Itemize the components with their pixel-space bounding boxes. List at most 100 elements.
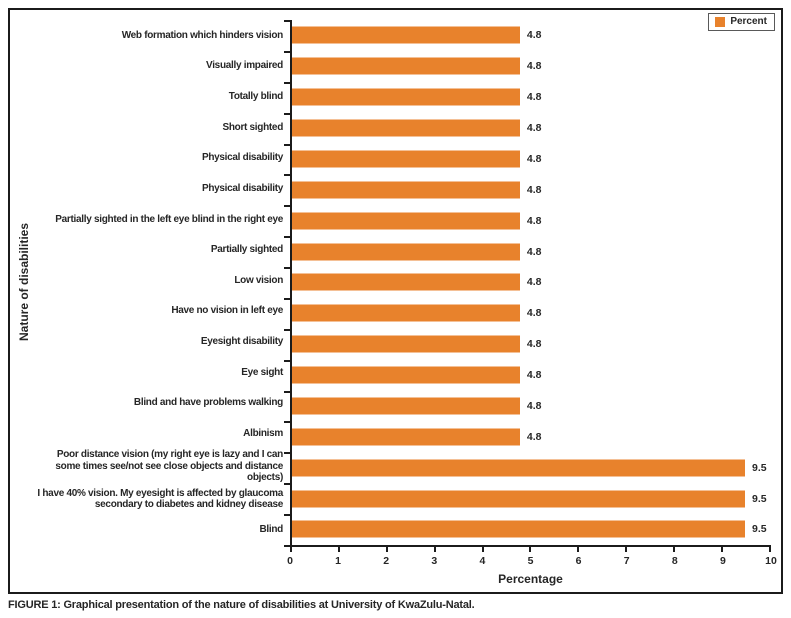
bar-row: 4.8	[290, 421, 769, 452]
value-label: 4.8	[526, 369, 542, 382]
y-axis-line	[290, 20, 292, 547]
legend-swatch-icon	[715, 17, 726, 27]
bar-row: 4.8	[290, 20, 769, 51]
x-tick	[673, 546, 676, 552]
bar	[290, 459, 746, 477]
bar-row: 4.8	[290, 113, 769, 144]
x-tick	[577, 546, 580, 552]
y-tick	[284, 267, 290, 269]
x-tick	[625, 546, 628, 552]
y-tick	[284, 390, 290, 393]
bar	[290, 366, 520, 384]
value-label: 9.5	[752, 461, 767, 474]
x-axis-ticks	[290, 546, 771, 552]
y-axis-ticks	[284, 20, 290, 547]
x-tick	[337, 546, 340, 552]
y-tick	[284, 359, 290, 362]
bar-row: 9.5	[290, 483, 769, 514]
category-label: Short sighted	[222, 121, 283, 133]
category-label: Eye sight	[241, 366, 283, 378]
y-tick	[284, 483, 290, 486]
value-label: 4.8	[526, 29, 542, 42]
chart-frame: Percent Nature of disabilities Web forma…	[8, 8, 783, 594]
x-tick-label: 9	[719, 555, 726, 567]
y-tick	[284, 20, 290, 22]
bar	[290, 273, 520, 291]
category-label: Albinism	[243, 428, 283, 440]
bar	[290, 88, 520, 106]
value-label: 4.8	[526, 214, 542, 227]
bar-row: 4.8	[290, 298, 769, 329]
bar	[290, 304, 520, 322]
category-label: Visually impaired	[206, 60, 283, 72]
value-label: 4.8	[526, 91, 542, 104]
value-label: 4.8	[526, 276, 542, 289]
y-tick	[284, 143, 290, 146]
category-label: Partially sighted in the left eye blind …	[55, 213, 283, 225]
category-label: Low vision	[234, 274, 283, 286]
x-tick-label: 1	[335, 555, 342, 567]
category-label: Physical disability	[201, 152, 283, 164]
x-tick	[433, 546, 436, 552]
y-tick	[284, 81, 290, 84]
x-tick	[481, 546, 484, 552]
category-label: I have 40% vision. My eyesight is affect…	[37, 487, 283, 511]
bar	[290, 119, 520, 137]
value-label: 4.8	[526, 60, 542, 73]
y-tick	[284, 112, 290, 115]
bar	[290, 212, 520, 230]
x-tick-label: 3	[431, 555, 438, 567]
plot-area: 4.8 4.8 4.8 4.8 4.8 4.8 4.8 4.8 4.8 4.8 4.8 4.8 4.8 4…	[290, 20, 769, 545]
bar	[290, 520, 746, 538]
y-tick	[284, 50, 290, 53]
bar	[290, 181, 520, 199]
figure-caption-text: Graphical presentation of the nature of …	[63, 599, 475, 611]
bar-row: 4.8	[290, 360, 769, 391]
bar-row: 9.5	[290, 452, 769, 483]
x-tick	[290, 546, 292, 552]
bar-row: 4.8	[290, 205, 769, 236]
x-tick-label: 7	[623, 555, 630, 567]
bar-row: 4.8	[290, 144, 769, 175]
bar-row: 4.8	[290, 51, 769, 82]
value-label: 4.8	[526, 307, 542, 320]
figure-caption-number: FIGURE 1:	[8, 599, 61, 611]
value-label: 4.8	[526, 152, 542, 165]
bar-row: 4.8	[290, 174, 769, 205]
x-axis-title: Percentage	[498, 572, 563, 586]
category-label: Partially sighted	[210, 244, 283, 256]
bar-row: 4.8	[290, 329, 769, 360]
category-label: Blind and have problems walking	[133, 397, 283, 409]
category-label: Web formation which hinders vision	[121, 29, 284, 41]
y-tick	[284, 174, 290, 177]
bar	[290, 26, 520, 44]
bar	[290, 57, 520, 75]
category-label: Eyesight disability	[200, 336, 283, 348]
bar-row: 4.8	[290, 236, 769, 267]
x-tick	[529, 546, 532, 552]
bar	[290, 150, 520, 168]
bar-row: 9.5	[290, 514, 769, 545]
y-tick	[284, 297, 290, 300]
y-tick	[284, 236, 290, 239]
x-tick	[721, 546, 724, 552]
bar	[290, 397, 520, 415]
x-tick-label: 4	[479, 555, 486, 567]
x-tick-label: 2	[383, 555, 390, 567]
x-tick	[768, 546, 771, 552]
category-label: Poor distance vision (my right eye is la…	[55, 449, 283, 484]
value-label: 4.8	[526, 338, 542, 351]
bar-row: 4.8	[290, 82, 769, 113]
value-label: 4.8	[526, 183, 542, 196]
bar	[290, 243, 520, 261]
value-label: 4.8	[526, 245, 542, 258]
value-label: 9.5	[752, 492, 767, 505]
x-tick-label: 6	[575, 555, 582, 567]
bar-row: 4.8	[290, 267, 769, 298]
y-tick	[284, 421, 290, 424]
chart-legend: Percent	[708, 13, 775, 31]
y-tick	[284, 205, 290, 208]
category-label: Totally blind	[228, 90, 284, 102]
category-labels: Web formation which hinders vision Visual…	[10, 20, 283, 545]
